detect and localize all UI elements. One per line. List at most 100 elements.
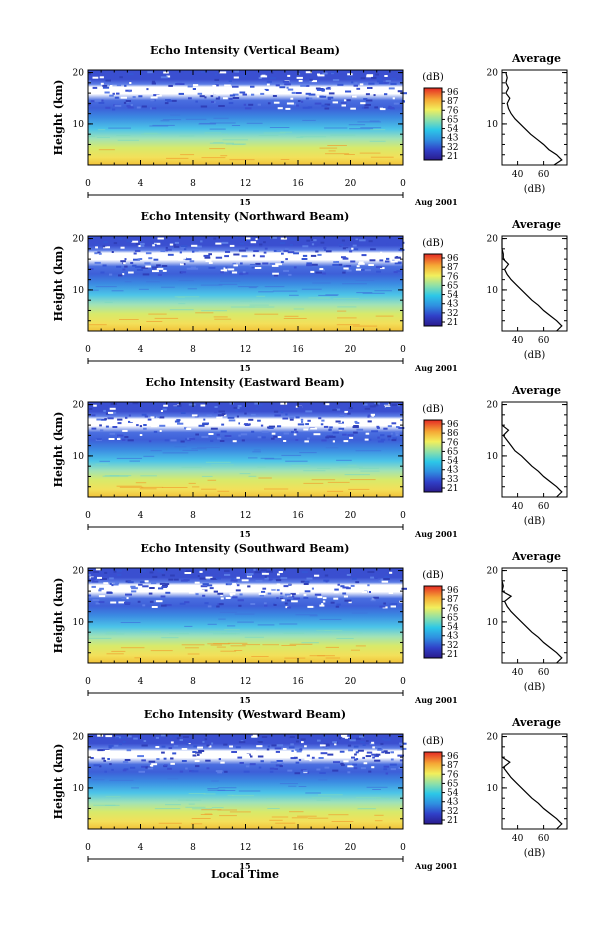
colorbar-tick-label: 65 xyxy=(447,613,459,623)
y-tick-label: 20 xyxy=(73,567,85,577)
date-label: Aug 2001 xyxy=(414,363,458,373)
y-tick-label: 10 xyxy=(73,452,85,462)
x-tick-label: 12 xyxy=(240,511,251,521)
colorbar-tick-label: 43 xyxy=(447,466,459,476)
panel-4: Echo Intensity (Westward Beam) 10 20 Height… xyxy=(52,708,568,871)
x-tick-label: 12 xyxy=(240,345,251,355)
colorbar-tick-label: 76 xyxy=(447,604,459,614)
colorbar-tick-label: 32 xyxy=(447,143,458,153)
date-label: Aug 2001 xyxy=(414,529,458,539)
panel-2: Echo Intensity (Eastward Beam) 10 20 Height… xyxy=(52,376,568,539)
x-tick-label: 16 xyxy=(292,677,304,687)
profile-title: Average xyxy=(511,384,561,397)
heatmap xyxy=(88,70,403,165)
colorbar-tick-label: 21 xyxy=(447,484,458,494)
x-tick-label: 12 xyxy=(240,677,251,687)
colorbar-tick-label: 65 xyxy=(447,447,459,457)
profile-y-tick-label: 20 xyxy=(487,567,499,577)
panel-title: Echo Intensity (Vertical Beam) xyxy=(150,44,340,57)
x-tick-label: 8 xyxy=(190,843,196,853)
profile-y-tick-label: 10 xyxy=(487,452,499,462)
colorbar xyxy=(423,585,443,659)
panel-1: Echo Intensity (Northward Beam) 10 20 Heigh… xyxy=(52,210,568,373)
colorbar-tick-label: 21 xyxy=(447,152,458,162)
average-profile-line xyxy=(501,736,563,830)
panel-title: Echo Intensity (Southward Beam) xyxy=(141,542,350,555)
colorbar-tick-label: 87 xyxy=(447,263,459,273)
colorbar-tick-label: 54 xyxy=(447,291,459,301)
y-axis-title: Height (km) xyxy=(52,412,65,488)
y-tick-label: 10 xyxy=(73,286,85,296)
x-tick-label: 4 xyxy=(138,843,144,853)
x-tick-label: 12 xyxy=(240,179,251,189)
x-tick-label: 8 xyxy=(190,511,196,521)
profile-x-tick-label: 60 xyxy=(538,502,550,512)
y-tick-label: 20 xyxy=(73,401,85,411)
y-axis-title: Height (km) xyxy=(52,744,65,820)
x-tick-label: 16 xyxy=(292,179,304,189)
profile-y-tick-label: 20 xyxy=(487,69,499,79)
profile-x-tick-label: 40 xyxy=(512,502,524,512)
colorbar-tick-label: 54 xyxy=(447,457,459,467)
colorbar xyxy=(423,253,443,327)
profile-y-tick-label: 10 xyxy=(487,120,499,130)
panel-title: Echo Intensity (Westward Beam) xyxy=(144,708,346,721)
panel-title: Echo Intensity (Eastward Beam) xyxy=(145,376,344,389)
colorbar-tick-label: 87 xyxy=(447,761,459,771)
profile-x-tick-label: 40 xyxy=(512,336,524,346)
profile-x-title: (dB) xyxy=(524,350,546,361)
heatmap xyxy=(88,734,403,829)
colorbar-unit: (dB) xyxy=(422,238,444,249)
y-tick-label: 20 xyxy=(73,69,85,79)
heatmap-speckle xyxy=(89,236,405,327)
panel-3: Echo Intensity (Southward Beam) 10 20 Heigh… xyxy=(52,542,568,705)
profile-x-tick-label: 40 xyxy=(512,834,524,844)
day-label: 15 xyxy=(239,695,250,705)
x-tick-label: 0 xyxy=(85,179,91,189)
profile-frame xyxy=(501,567,568,664)
panel-0: Echo Intensity (Vertical Beam) 10 20 Height… xyxy=(52,44,568,207)
heatmap-speckle xyxy=(88,70,407,161)
colorbar-tick-label: 76 xyxy=(447,438,459,448)
y-axis-title: Height (km) xyxy=(52,246,65,322)
x-axis-title: Local Time xyxy=(211,868,279,881)
profile-frame xyxy=(501,733,568,830)
profile-title: Average xyxy=(511,52,561,65)
profile-title: Average xyxy=(511,716,561,729)
colorbar xyxy=(423,751,443,825)
colorbar-tick-label: 21 xyxy=(447,650,458,660)
colorbar-tick-label: 54 xyxy=(447,789,459,799)
x-tick-label: 8 xyxy=(190,345,196,355)
day-label: 15 xyxy=(239,197,250,207)
profile-y-tick-label: 20 xyxy=(487,733,499,743)
x-tick-label: 0 xyxy=(400,677,406,687)
x-tick-label: 0 xyxy=(85,677,91,687)
profile-frame xyxy=(501,401,568,498)
x-tick-label: 4 xyxy=(138,179,144,189)
x-tick-label: 20 xyxy=(345,179,357,189)
colorbar-tick-label: 96 xyxy=(447,586,459,596)
profile-y-tick-label: 10 xyxy=(487,286,499,296)
colorbar-tick-label: 96 xyxy=(447,420,459,430)
colorbar-tick-label: 76 xyxy=(447,770,459,780)
x-tick-label: 0 xyxy=(85,511,91,521)
heatmap-speckle xyxy=(90,734,407,825)
x-tick-label: 20 xyxy=(345,511,357,521)
x-tick-label: 4 xyxy=(138,677,144,687)
average-profile-line xyxy=(505,72,563,166)
colorbar-unit: (dB) xyxy=(422,570,444,581)
colorbar-tick-label: 87 xyxy=(447,97,459,107)
colorbar-tick-label: 43 xyxy=(447,134,459,144)
colorbar-tick-label: 32 xyxy=(447,641,458,651)
colorbar-unit: (dB) xyxy=(422,404,444,415)
y-tick-label: 10 xyxy=(73,784,85,794)
colorbar xyxy=(423,419,443,493)
colorbar-tick-label: 43 xyxy=(447,632,459,642)
colorbar-tick-label: 96 xyxy=(447,254,459,264)
colorbar-tick-label: 65 xyxy=(447,281,459,291)
colorbar-tick-label: 76 xyxy=(447,272,459,282)
x-tick-label: 20 xyxy=(345,677,357,687)
heatmap xyxy=(88,402,403,497)
colorbar-tick-label: 96 xyxy=(447,88,459,98)
profile-x-tick-label: 40 xyxy=(512,668,524,678)
